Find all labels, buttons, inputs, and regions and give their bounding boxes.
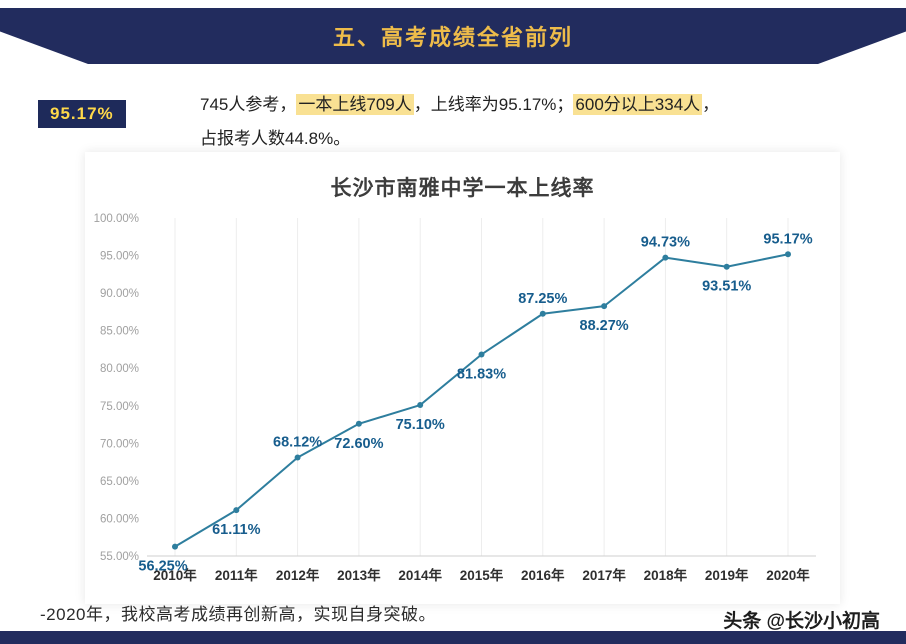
svg-text:75.00%: 75.00% [100, 401, 139, 413]
watermark: 头条 @长沙小初高 [723, 611, 880, 632]
svg-text:80.00%: 80.00% [100, 363, 139, 375]
svg-text:2017年: 2017年 [582, 567, 626, 583]
svg-text:94.73%: 94.73% [641, 235, 690, 251]
svg-text:70.00%: 70.00% [100, 438, 139, 450]
svg-text:90.00%: 90.00% [100, 288, 139, 300]
svg-text:68.12%: 68.12% [273, 434, 322, 450]
svg-text:2018年: 2018年 [644, 567, 688, 583]
summary-seg5: ， [702, 95, 720, 114]
summary-line-2: 占报考人数44.8%。 [200, 129, 351, 148]
svg-text:2012年: 2012年 [276, 567, 320, 583]
line-chart-svg: 100.00% 95.00% 90.00% 85.00% 80.00% 75.00% 70.… [94, 213, 816, 583]
svg-text:2014年: 2014年 [398, 567, 442, 583]
svg-text:2016年: 2016年 [521, 567, 565, 583]
svg-text:95.00%: 95.00% [100, 251, 139, 263]
summary-seg3: ，上线率为95.17%； [413, 95, 574, 114]
summary-paragraph: 745人参考， 一本上线709人 ，上线率为95.17%； 600分以上334人， 占… [200, 88, 870, 156]
section-banner: 五、高考成绩全省前列 [0, 8, 906, 64]
svg-text:93.51%: 93.51% [702, 279, 751, 295]
footer-note: -2020年，我校高考成绩再创新高，实现自身突破。 [40, 605, 436, 624]
svg-text:72.60%: 72.60% [334, 436, 383, 452]
chart-card: 长沙市南雅中学一本上线率 100.00% 95.00% 90.00% 85.00% 80… [85, 152, 840, 604]
svg-text:65.00%: 65.00% [100, 476, 139, 488]
chart-title: 长沙市南雅中学一本上线率 [330, 177, 595, 200]
svg-text:95.17%: 95.17% [763, 231, 812, 247]
svg-text:87.25%: 87.25% [518, 291, 567, 307]
svg-text:60.00%: 60.00% [100, 513, 139, 525]
svg-text:2015年: 2015年 [460, 567, 504, 583]
rate-badge: 95.17% [38, 100, 126, 128]
svg-text:75.10%: 75.10% [396, 417, 445, 433]
line-chart: 100.00% 95.00% 90.00% 85.00% 80.00% 75.00% 70.… [85, 204, 840, 596]
svg-text:56.25%: 56.25% [138, 559, 187, 575]
svg-text:2019年: 2019年 [705, 567, 749, 583]
summary-highlight-1: 一本上线709人 [296, 94, 414, 115]
svg-text:2013年: 2013年 [337, 567, 381, 583]
svg-text:85.00%: 85.00% [100, 326, 139, 338]
section-title: 五、高考成绩全省前列 [332, 25, 573, 50]
bottom-bar [0, 631, 906, 644]
summary-highlight-2: 600分以上334人 [573, 94, 703, 115]
svg-text:2020年: 2020年 [766, 567, 810, 583]
summary-line-1: 745人参考， 一本上线709人 ，上线率为95.17%； 600分以上334人， [200, 88, 870, 122]
svg-text:88.27%: 88.27% [580, 318, 629, 334]
svg-text:100.00%: 100.00% [94, 213, 139, 225]
svg-text:55.00%: 55.00% [100, 551, 139, 563]
svg-text:61.11%: 61.11% [212, 522, 260, 538]
svg-text:2011年: 2011年 [215, 567, 258, 583]
svg-text:2010年: 2010年 [153, 567, 197, 583]
svg-text:81.83%: 81.83% [457, 366, 506, 382]
summary-seg1: 745人参考， [200, 95, 297, 114]
